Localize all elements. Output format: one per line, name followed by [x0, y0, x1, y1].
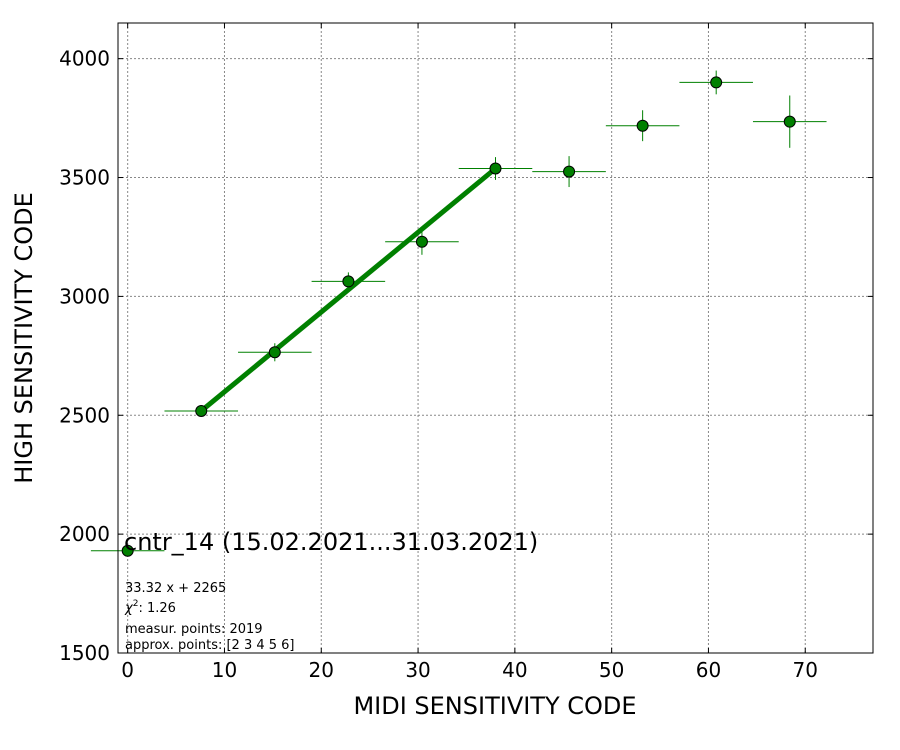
- legend-title: cntr_14 (15.02.2021...31.03.2021): [124, 528, 538, 556]
- annotation-chi2: χ2: 1.26: [124, 599, 176, 616]
- data-point: [636, 119, 649, 132]
- y-tick-label: 1500: [59, 641, 110, 665]
- x-ticks: 0 10 20 30 40 50 60 70: [121, 23, 818, 682]
- annotation-approx-points: approx. points: [2 3 4 5 6]: [125, 638, 295, 653]
- data-point: [268, 346, 281, 359]
- x-tick-label: 0: [121, 658, 134, 682]
- y-tick-label: 2500: [59, 403, 110, 427]
- data-point: [710, 76, 723, 89]
- chi-superscript: 2: [133, 599, 139, 609]
- x-tick-label: 40: [502, 658, 527, 682]
- data-point: [415, 235, 428, 248]
- data-point: [783, 115, 796, 128]
- data-points: [90, 70, 827, 557]
- y-tick-label: 3500: [59, 166, 110, 190]
- data-point-group: [679, 70, 753, 95]
- y-tick-label: 2000: [59, 522, 110, 546]
- data-point-group: [90, 544, 165, 557]
- annotation-measured-points: measur. points: 2019: [125, 622, 263, 637]
- x-tick-label: 10: [212, 658, 237, 682]
- grid: [118, 23, 873, 654]
- data-point-group: [385, 228, 459, 255]
- data-point: [195, 404, 208, 417]
- data-point-group: [752, 95, 827, 148]
- x-axis-label: MIDI SENSITIVITY CODE: [353, 692, 636, 720]
- y-ticks: 1500 2000 2500 3000 3500 4000: [59, 47, 873, 665]
- data-point: [489, 162, 502, 175]
- x-tick-label: 20: [309, 658, 334, 682]
- chi-symbol: χ: [124, 601, 134, 616]
- y-tick-label: 3000: [59, 284, 110, 308]
- chi2-value: : 1.26: [138, 601, 175, 616]
- data-point-group: [238, 343, 312, 362]
- annotation-fit-equation: 33.32 x + 2265: [125, 581, 226, 596]
- data-point-group: [164, 404, 239, 417]
- y-tick-label: 4000: [59, 47, 110, 71]
- x-tick-label: 50: [599, 658, 624, 682]
- x-tick-label: 60: [696, 658, 721, 682]
- x-tick-label: 30: [405, 658, 430, 682]
- data-point: [121, 544, 134, 557]
- plot-frame: [117, 22, 874, 654]
- data-point: [563, 165, 576, 178]
- x-tick-label: 70: [793, 658, 818, 682]
- data-point-group: [532, 156, 606, 188]
- data-point-group: [458, 157, 533, 180]
- data-point: [342, 275, 355, 288]
- data-point-group: [311, 272, 386, 291]
- y-axis-label: HIGH SENSITIVITY CODE: [10, 192, 38, 484]
- data-point-group: [605, 110, 680, 142]
